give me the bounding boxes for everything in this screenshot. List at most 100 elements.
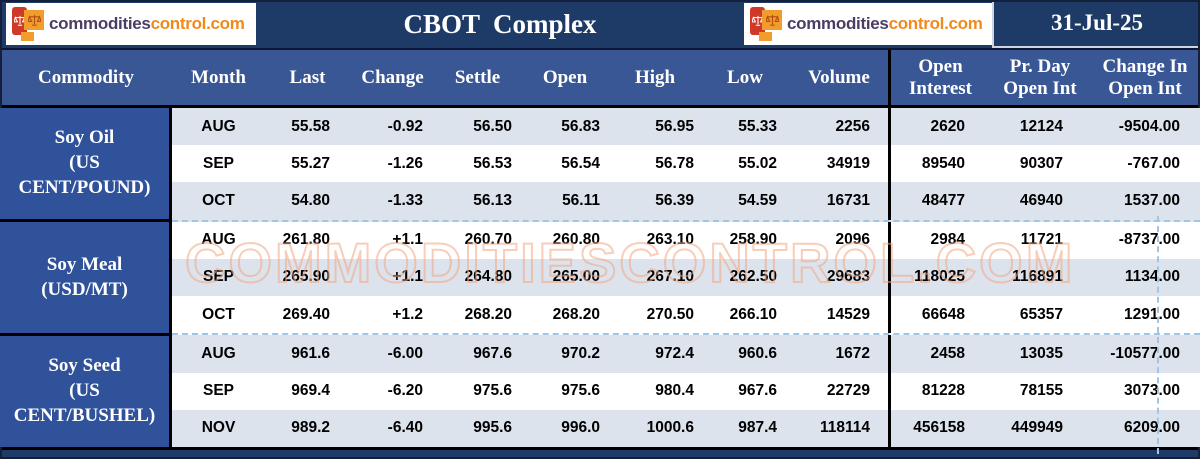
cell-high: 56.95	[655, 117, 694, 135]
logo-text-control: control.com	[888, 14, 983, 33]
cell-change: -6.20	[387, 382, 423, 400]
cell-high: 980.4	[655, 382, 694, 400]
table-row: OCT 269.40 +1.2 268.20 268.20 270.50 266…	[172, 296, 1200, 336]
cell-last: 55.27	[291, 154, 330, 172]
cell-month: AUG	[201, 231, 236, 249]
commodity-name: Soy Seed	[48, 355, 121, 377]
cell-last: 969.4	[291, 382, 330, 400]
scales-logo-icon	[12, 4, 46, 44]
cell-low: 55.33	[738, 117, 777, 135]
col-header-open-interest: Open Interest	[888, 50, 990, 105]
cell-prev-day-open-int: 11721	[1020, 231, 1063, 249]
report-date: 31-Jul-25	[992, 0, 1200, 48]
cell-high: 972.4	[655, 344, 694, 362]
cell-last: 961.6	[291, 344, 330, 362]
page-title: CBOT Complex	[403, 8, 597, 39]
cell-open: 996.0	[561, 419, 600, 437]
commoditiescontrol-logo: commoditiescontrol.com	[6, 3, 256, 45]
cell-low: 258.90	[729, 231, 777, 249]
cell-settle: 268.20	[464, 305, 512, 323]
cell-open-interest: 81228	[888, 372, 990, 410]
cell-low: 266.10	[729, 305, 777, 323]
table-row: OCT 54.80 -1.33 56.13 56.11 56.39 54.59 …	[172, 182, 1200, 222]
cell-last: 261.80	[282, 231, 330, 249]
cell-open: 268.20	[552, 305, 600, 323]
table-row: SEP 969.4 -6.20 975.6 975.6 980.4 967.6 …	[172, 372, 1200, 410]
logo-text-commodities: commodities	[787, 14, 889, 33]
cell-volume: 16731	[826, 192, 870, 210]
col-header-month: Month	[191, 66, 246, 88]
table-row: SEP 265.90 +1.1 264.80 265.00 267.10 262…	[172, 258, 1200, 297]
col-header-low: Low	[727, 66, 763, 88]
logo-wordmark: commoditiescontrol.com	[49, 14, 245, 34]
cell-low: 262.50	[729, 268, 777, 286]
cell-change-in-open-int: -8737.00	[1118, 231, 1180, 249]
commodity-name: Soy Oil	[54, 127, 115, 149]
cell-low: 987.4	[738, 419, 777, 437]
balance-scale-icon	[27, 14, 41, 26]
cell-change: +1.2	[392, 305, 423, 323]
cell-open: 56.54	[561, 154, 600, 172]
cell-prev-day-open-int: 78155	[1019, 382, 1063, 400]
cell-month: OCT	[202, 305, 235, 323]
logo-orange-square	[762, 10, 782, 30]
cell-settle: 975.6	[473, 382, 512, 400]
table-row: AUG 261.80 +1.1 260.70 260.80 263.10 258…	[172, 221, 1200, 259]
cell-change: -1.26	[387, 154, 423, 172]
cell-low: 960.6	[738, 344, 777, 362]
commodity-cell-soy-meal: Soy Meal (USD/MT)	[0, 222, 169, 336]
col-header-last: Last	[289, 66, 326, 88]
cell-last: 265.90	[282, 268, 330, 286]
col-header-change: Change	[361, 66, 424, 88]
cell-open: 56.11	[562, 192, 600, 210]
table-row: AUG 961.6 -6.00 967.6 970.2 972.4 960.6 …	[172, 335, 1200, 373]
cell-prev-day-open-int: 90307	[1019, 154, 1063, 172]
cell-volume: 29683	[826, 268, 870, 286]
cell-month: AUG	[201, 344, 236, 362]
cell-change-in-open-int: 6209.00	[1123, 419, 1180, 437]
cell-volume: 1672	[835, 344, 870, 362]
logo-text-commodities: commodities	[49, 14, 151, 33]
cell-settle: 967.6	[473, 344, 512, 362]
cell-change-in-open-int: -9504.00	[1118, 117, 1180, 135]
cell-volume: 34919	[826, 154, 870, 172]
col-header-open: Open	[542, 66, 588, 88]
logo-orange-tab	[21, 32, 34, 41]
cell-open-interest: 2984	[888, 221, 990, 259]
cell-open: 265.00	[552, 268, 600, 286]
cell-open-interest: 118025	[888, 258, 990, 297]
title-area: CBOT Complex	[256, 0, 744, 48]
commodity-unit: (US CENT/BUSHEL)	[13, 380, 156, 426]
col-header-volume: Volume	[808, 66, 870, 88]
data-rows: AUG 55.58 -0.92 56.50 56.83 56.95 55.33 …	[172, 108, 1200, 447]
cell-open-interest: 2620	[888, 108, 990, 146]
cell-change: +1.1	[392, 231, 423, 249]
cell-low: 967.6	[738, 382, 777, 400]
logo-red-square	[750, 7, 765, 35]
cell-settle: 56.50	[473, 117, 512, 135]
cell-month: NOV	[201, 419, 236, 437]
commodity-column: Soy Oil (US CENT/POUND) Soy Meal (USD/MT…	[0, 108, 172, 447]
cell-open: 970.2	[561, 344, 600, 362]
cell-high: 1000.6	[646, 419, 694, 437]
commodity-cell-soy-oil: Soy Oil (US CENT/POUND)	[0, 108, 169, 222]
cell-change-in-open-int: 1291.00	[1123, 305, 1180, 323]
cell-prev-day-open-int: 65357	[1019, 305, 1063, 323]
commoditiescontrol-logo-right: commoditiescontrol.com	[744, 3, 992, 45]
logo-orange-square	[24, 10, 44, 30]
cell-high: 56.78	[655, 154, 694, 172]
col-header-commodity: Commodity	[37, 66, 135, 88]
cell-prev-day-open-int: 46940	[1019, 192, 1063, 210]
table-row: SEP 55.27 -1.26 56.53 56.54 56.78 55.02 …	[172, 145, 1200, 183]
cell-change-in-open-int: -10577.00	[1110, 344, 1180, 362]
cell-last: 269.40	[282, 305, 330, 323]
table-body: Soy Oil (US CENT/POUND) Soy Meal (USD/MT…	[0, 108, 1200, 454]
balance-scale-icon	[751, 15, 764, 26]
cell-change: +1.1	[392, 268, 423, 286]
col-header-high: High	[634, 66, 676, 88]
cell-high: 263.10	[646, 231, 694, 249]
cell-open-interest: 89540	[888, 145, 990, 183]
cell-change: -0.92	[387, 117, 423, 135]
cell-open: 260.80	[552, 231, 600, 249]
